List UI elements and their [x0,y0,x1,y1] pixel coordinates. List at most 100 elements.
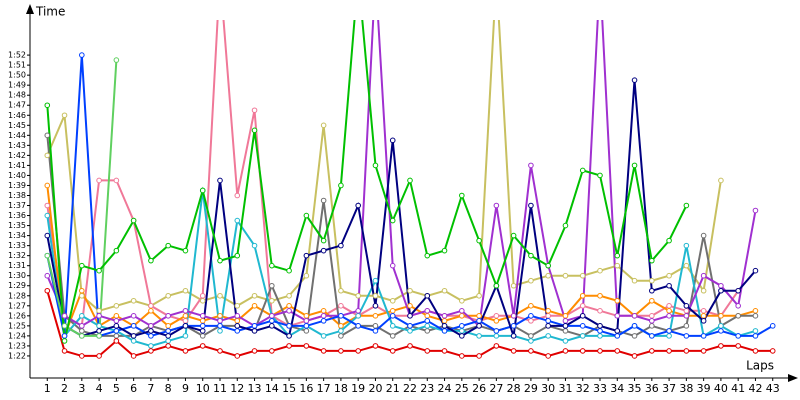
lap-marker [597,308,603,314]
lap-marker [113,333,120,339]
lap-marker [389,333,396,339]
lap-marker [182,247,189,254]
lap-marker [199,343,206,349]
lap-marker [217,328,223,334]
lap-marker [735,343,741,349]
lap-marker [217,348,223,354]
lap-marker [182,313,189,319]
x-tick-label: 41 [731,382,745,395]
series-line [46,80,757,338]
lap-marker [424,313,431,319]
lap-marker [217,292,223,299]
lap-marker [424,308,431,314]
lap-marker [130,333,137,339]
lap-marker [649,313,655,319]
y-tick-label: 1:25 [8,321,26,330]
lap-marker [683,302,690,309]
lap-marker [683,262,690,269]
x-tick-label: 43 [766,382,780,395]
lap-marker [441,247,448,254]
lap-marker [96,313,102,319]
lap-marker [528,333,534,339]
lap-marker [113,323,120,329]
lap-marker [579,292,586,299]
y-axis-label: Time [35,5,65,19]
lap-marker [182,287,189,294]
y-tick-label: 1:29 [8,281,26,290]
y-tick-label: 1:23 [8,341,26,350]
lap-marker [148,302,154,309]
lap-marker [320,348,327,354]
lap-marker [44,182,51,189]
lap-marker [338,348,344,354]
lap-marker [389,308,396,314]
lap-marker [389,348,396,354]
lap-marker [579,167,586,174]
lap-marker [424,348,431,354]
lap-marker [579,323,586,329]
lap-marker [700,272,707,279]
lap-marker [562,348,569,354]
lap-marker [649,333,655,339]
lap-marker [459,308,465,314]
lap-marker [476,292,482,299]
lap-marker [303,252,310,259]
lap-marker [562,272,569,279]
lap-marker [113,328,120,334]
lap-marker [199,323,206,329]
lap-marker [597,292,603,299]
lap-marker [528,318,534,324]
lap-marker [769,348,776,354]
lap-marker [113,302,120,309]
lap-marker [338,242,344,249]
lap-marker [562,338,569,344]
x-tick-label: 30 [541,382,555,395]
lap-marker [338,333,344,339]
x-tick-label: 9 [182,382,189,395]
lap-marker [130,313,137,319]
lap-marker [424,323,431,329]
lap-marker [372,328,379,334]
lap-marker [528,252,534,259]
lap-marker [459,313,465,319]
lap-marker [251,328,258,334]
y-arrow [26,4,34,14]
x-tick-label: 32 [576,382,590,395]
lap-marker [234,217,241,224]
lap-marker [752,348,759,354]
x-tick-label: 3 [78,382,85,395]
y-tick-label: 1:32 [8,251,26,260]
lap-marker [148,328,154,334]
lap-marker [407,313,413,319]
lap-marker [269,297,275,304]
x-tick-label: 27 [489,382,503,395]
lap-marker [234,328,241,334]
lap-marker [459,328,465,334]
y-tick-label: 1:48 [8,91,26,100]
lap-marker [44,132,51,139]
lap-marker [700,287,707,294]
y-tick-label: 1:44 [8,131,26,140]
lap-marker [251,302,258,309]
lap-marker [649,257,655,264]
lap-marker [528,277,534,284]
lap-marker [303,323,310,329]
lap-marker [269,348,275,354]
lap-marker [718,323,724,329]
lap-marker [493,328,500,334]
lap-marker [372,313,379,319]
lap-marker [199,333,206,339]
y-tick-label: 1:52 [8,51,26,60]
y-tick-label: 1:45 [8,121,26,130]
x-tick-label: 37 [662,382,676,395]
lap-marker [199,292,206,299]
y-tick-label: 1:24 [8,331,26,340]
lap-marker [752,308,759,314]
x-tick-label: 6 [130,382,137,395]
lap-marker [79,52,85,58]
y-tick-label: 1:43 [8,141,26,150]
x-tick-label: 11 [213,382,227,395]
lap-marker [61,323,68,329]
lap-marker [718,313,724,319]
